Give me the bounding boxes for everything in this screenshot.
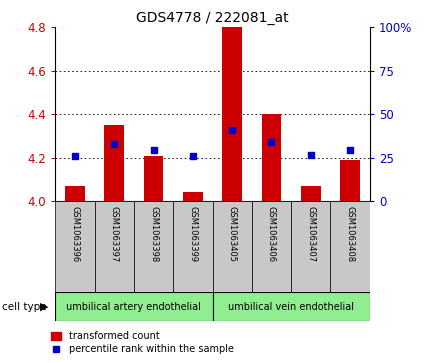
Bar xyxy=(262,114,281,201)
Bar xyxy=(222,27,242,201)
Bar xyxy=(301,186,320,201)
Bar xyxy=(55,292,212,321)
Legend: transformed count, percentile rank within the sample: transformed count, percentile rank withi… xyxy=(47,327,238,358)
Text: umbilical vein endothelial: umbilical vein endothelial xyxy=(228,302,354,312)
Text: GSM1063408: GSM1063408 xyxy=(346,206,354,262)
Bar xyxy=(331,201,370,292)
Title: GDS4778 / 222081_at: GDS4778 / 222081_at xyxy=(136,11,289,25)
Point xyxy=(268,139,275,144)
Text: cell type: cell type xyxy=(2,302,47,312)
Text: GSM1063405: GSM1063405 xyxy=(228,206,237,262)
Bar xyxy=(212,292,370,321)
Bar xyxy=(183,192,203,201)
Text: umbilical artery endothelial: umbilical artery endothelial xyxy=(66,302,201,312)
Point xyxy=(347,147,354,153)
Text: GSM1063407: GSM1063407 xyxy=(306,206,315,262)
Text: GSM1063406: GSM1063406 xyxy=(267,206,276,262)
Text: GSM1063396: GSM1063396 xyxy=(71,206,79,262)
Bar xyxy=(105,125,124,201)
Bar xyxy=(340,160,360,201)
Bar xyxy=(94,201,134,292)
Point xyxy=(150,147,157,153)
Text: GSM1063397: GSM1063397 xyxy=(110,206,119,262)
Bar xyxy=(252,201,291,292)
Point xyxy=(71,153,78,159)
Bar xyxy=(134,201,173,292)
Point xyxy=(307,152,314,158)
Text: GSM1063399: GSM1063399 xyxy=(188,206,197,262)
Bar xyxy=(291,201,331,292)
Bar xyxy=(173,201,212,292)
Text: GSM1063398: GSM1063398 xyxy=(149,206,158,262)
Point xyxy=(111,141,118,147)
Text: ▶: ▶ xyxy=(40,302,49,312)
Point xyxy=(229,127,235,132)
Bar xyxy=(212,201,252,292)
Point xyxy=(190,153,196,159)
Bar xyxy=(65,186,85,201)
Bar xyxy=(55,201,94,292)
Bar xyxy=(144,156,163,201)
